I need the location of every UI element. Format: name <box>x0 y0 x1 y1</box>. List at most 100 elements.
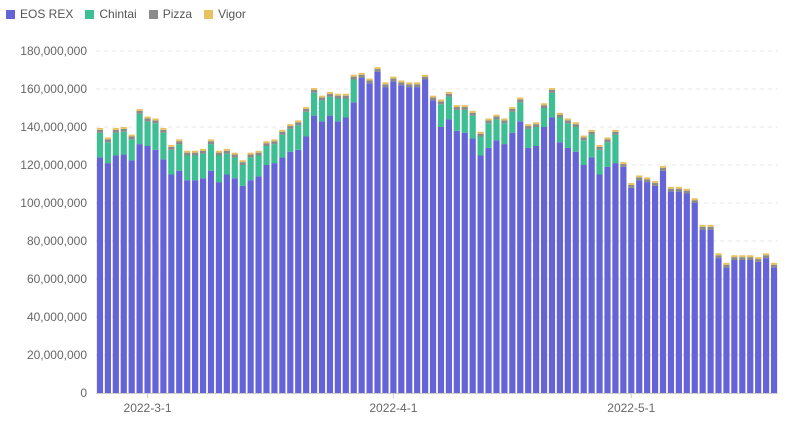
bar-segment-eos-rex[interactable] <box>548 117 556 394</box>
bar-segment-vigor[interactable] <box>540 103 548 106</box>
bar-segment-pizza[interactable] <box>414 84 421 88</box>
bar-segment-vigor[interactable] <box>350 74 357 77</box>
bar-segment-eos-rex[interactable] <box>461 132 468 393</box>
bar-segment-vigor[interactable] <box>223 148 230 151</box>
bar-segment-eos-rex[interactable] <box>572 151 579 393</box>
bar-segment-chintai[interactable] <box>596 149 603 175</box>
bar-segment-eos-rex[interactable] <box>303 136 310 394</box>
bar-segment-pizza[interactable] <box>334 95 341 99</box>
bar-segment-vigor[interactable] <box>723 262 730 265</box>
bar-segment-eos-rex[interactable] <box>485 147 492 393</box>
bar-segment-chintai[interactable] <box>501 123 508 145</box>
bar-segment-pizza[interactable] <box>310 89 318 93</box>
bar-segment-pizza[interactable] <box>501 120 508 124</box>
bar-segment-eos-rex[interactable] <box>763 258 770 393</box>
bar-segment-vigor[interactable] <box>255 150 262 153</box>
bar-segment-pizza[interactable] <box>374 69 381 72</box>
bar-segment-pizza[interactable] <box>612 131 619 135</box>
bar-segment-pizza[interactable] <box>120 128 127 132</box>
bar-segment-pizza[interactable] <box>422 76 429 80</box>
bar-segment-chintai[interactable] <box>160 132 167 160</box>
bar-segment-vigor[interactable] <box>382 82 389 85</box>
bar-segment-pizza[interactable] <box>493 116 500 120</box>
bar-segment-chintai[interactable] <box>247 157 254 181</box>
bar-segment-pizza[interactable] <box>509 108 516 112</box>
bar-segment-vigor[interactable] <box>374 67 381 70</box>
bar-segment-vigor[interactable] <box>326 91 334 94</box>
bar-segment-vigor[interactable] <box>239 160 246 163</box>
bar-segment-pizza[interactable] <box>763 255 770 259</box>
bar-segment-pizza[interactable] <box>295 122 302 126</box>
bar-segment-eos-rex[interactable] <box>596 174 603 394</box>
bar-segment-pizza[interactable] <box>715 255 722 259</box>
bar-segment-pizza[interactable] <box>477 133 484 137</box>
bar-segment-eos-rex[interactable] <box>707 229 714 393</box>
bar-segment-vigor[interactable] <box>318 95 326 98</box>
bar-segment-chintai[interactable] <box>580 140 587 165</box>
bar-segment-vigor[interactable] <box>303 107 310 109</box>
bar-segment-pizza[interactable] <box>469 112 476 116</box>
bar-segment-eos-rex[interactable] <box>644 182 651 393</box>
bar-segment-chintai[interactable] <box>453 109 460 131</box>
bar-segment-eos-rex[interactable] <box>398 85 405 393</box>
bar-segment-eos-rex[interactable] <box>612 163 619 393</box>
bar-segment-pizza[interactable] <box>326 93 334 97</box>
bar-segment-vigor[interactable] <box>136 108 143 111</box>
bar-segment-chintai[interactable] <box>295 125 302 150</box>
bar-segment-pizza[interactable] <box>564 120 571 124</box>
bar-segment-pizza[interactable] <box>445 93 452 97</box>
bar-segment-pizza[interactable] <box>533 124 540 127</box>
bar-segment-eos-rex[interactable] <box>239 185 246 393</box>
bar-segment-eos-rex[interactable] <box>334 121 341 394</box>
bar-segment-pizza[interactable] <box>207 141 215 145</box>
bar-segment-pizza[interactable] <box>144 118 151 122</box>
bar-segment-eos-rex[interactable] <box>604 166 611 393</box>
bar-segment-chintai[interactable] <box>485 123 492 148</box>
bar-segment-vigor[interactable] <box>612 129 619 132</box>
bar-segment-chintai[interactable] <box>207 144 215 171</box>
bar-segment-eos-rex[interactable] <box>382 87 389 393</box>
bar-segment-eos-rex[interactable] <box>755 261 762 393</box>
bar-segment-vigor[interactable] <box>675 186 682 189</box>
bar-segment-eos-rex[interactable] <box>326 115 334 393</box>
bar-segment-chintai[interactable] <box>548 92 556 118</box>
bar-segment-chintai[interactable] <box>144 121 151 146</box>
legend-item-pizza[interactable]: Pizza <box>148 7 192 21</box>
bar-segment-pizza[interactable] <box>699 226 706 230</box>
bar-segment-pizza[interactable] <box>675 188 682 192</box>
bar-segment-pizza[interactable] <box>342 95 349 99</box>
bar-segment-vigor[interactable] <box>271 139 278 142</box>
bar-segment-eos-rex[interactable] <box>136 144 143 393</box>
bar-segment-pizza[interactable] <box>667 188 675 192</box>
bar-segment-vigor[interactable] <box>548 88 556 90</box>
bar-segment-vigor[interactable] <box>739 255 746 258</box>
bar-segment-chintai[interactable] <box>493 119 500 141</box>
bar-segment-chintai[interactable] <box>540 108 548 127</box>
bar-segment-vigor[interactable] <box>651 181 659 184</box>
bar-segment-vigor[interactable] <box>120 127 127 129</box>
bar-segment-chintai[interactable] <box>279 134 286 158</box>
bar-segment-eos-rex[interactable] <box>628 187 635 393</box>
bar-segment-chintai[interactable] <box>604 142 611 167</box>
bar-segment-chintai[interactable] <box>469 115 476 139</box>
bar-segment-pizza[interactable] <box>128 136 135 140</box>
bar-segment-eos-rex[interactable] <box>104 163 111 393</box>
bar-segment-eos-rex[interactable] <box>279 157 286 393</box>
bar-segment-chintai[interactable] <box>588 134 595 158</box>
bar-segment-chintai[interactable] <box>255 155 262 177</box>
bar-segment-eos-rex[interactable] <box>295 149 302 393</box>
bar-segment-pizza[interactable] <box>104 139 111 143</box>
bar-segment-vigor[interactable] <box>493 114 500 117</box>
bar-segment-eos-rex[interactable] <box>318 121 326 394</box>
bar-segment-eos-rex[interactable] <box>636 180 643 393</box>
bar-segment-pizza[interactable] <box>382 84 389 88</box>
bar-segment-vigor[interactable] <box>192 150 199 153</box>
bar-segment-chintai[interactable] <box>525 128 532 148</box>
bar-segment-pizza[interactable] <box>596 146 603 150</box>
bar-segment-chintai[interactable] <box>192 155 199 181</box>
bar-segment-eos-rex[interactable] <box>770 267 778 393</box>
bar-segment-eos-rex[interactable] <box>247 180 254 393</box>
bar-segment-chintai[interactable] <box>564 123 571 148</box>
bar-segment-pizza[interactable] <box>136 110 143 114</box>
bar-segment-chintai[interactable] <box>112 132 119 156</box>
